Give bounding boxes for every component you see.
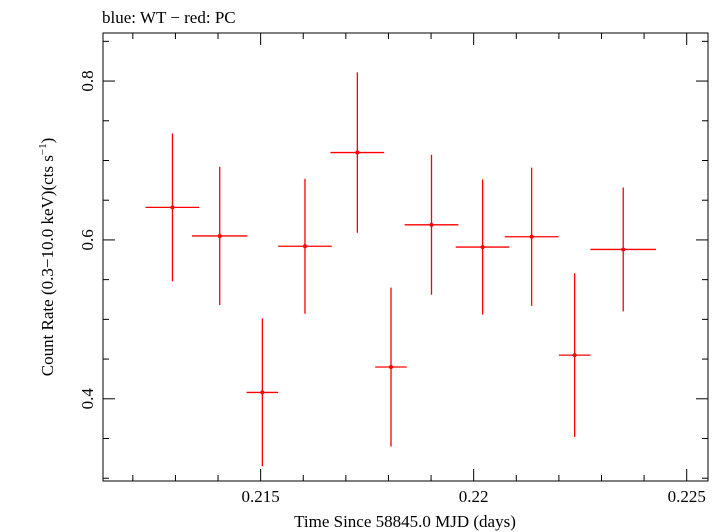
data-point — [621, 247, 626, 252]
x-tick-label: 0.215 — [242, 487, 280, 506]
y-axis-ticks — [103, 40, 708, 479]
data-point — [260, 390, 265, 395]
x-tick-label: 0.225 — [668, 487, 706, 506]
y-axis-label-superscript: −1 — [37, 143, 49, 155]
y-tick-label: 0.4 — [78, 388, 97, 410]
data-point — [529, 234, 534, 239]
data-points — [145, 72, 657, 467]
x-tick-label: 0.22 — [459, 487, 489, 506]
x-axis-ticks — [132, 33, 688, 481]
x-axis-label: Time Since 58845.0 MJD (days) — [294, 512, 516, 531]
data-point — [217, 233, 222, 238]
data-point — [389, 365, 394, 370]
y-axis-label-main: Count Rate (0.3−10.0 keV)(cts s — [38, 155, 57, 376]
y-axis-tick-labels: 0.4 0.6 0.8 — [78, 70, 97, 409]
data-point — [302, 244, 307, 249]
y-axis-label: Count Rate (0.3−10.0 keV)(cts s−1) — [37, 138, 57, 377]
data-point — [480, 245, 485, 250]
data-point — [355, 150, 360, 155]
y-axis-label-close: ) — [38, 138, 57, 144]
data-point — [572, 353, 577, 358]
chart-title: blue: WT − red: PC — [102, 8, 236, 27]
plot-frame — [102, 32, 709, 482]
data-point — [170, 205, 175, 210]
y-tick-label: 0.6 — [78, 229, 97, 250]
y-tick-label: 0.8 — [78, 70, 97, 91]
data-point — [429, 222, 434, 227]
x-axis-tick-labels: 0.215 0.22 0.225 — [242, 487, 706, 506]
